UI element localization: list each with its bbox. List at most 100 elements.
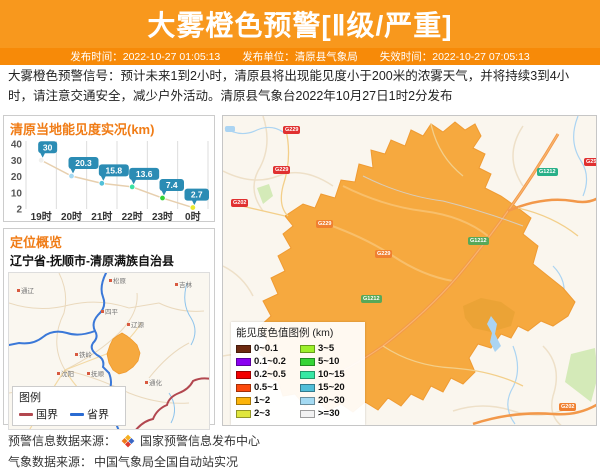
border-line-sample bbox=[19, 412, 33, 416]
city-label: 铁岭 bbox=[75, 349, 92, 359]
vis-legend-item: 0.2~0.5 bbox=[236, 368, 296, 381]
vis-legend-item: 2~3 bbox=[236, 407, 296, 420]
city-marker-icon bbox=[87, 371, 90, 375]
page-title: 大雾橙色预警[Ⅱ级/严重] bbox=[147, 10, 453, 41]
svg-text:30: 30 bbox=[11, 156, 23, 167]
header-banner: 大雾橙色预警[Ⅱ级/严重] bbox=[0, 0, 600, 48]
city-label: 松原 bbox=[109, 275, 126, 285]
road-badge: G229 bbox=[273, 166, 291, 174]
national-border-line bbox=[135, 377, 209, 429]
vis-legend-range: 15~20 bbox=[318, 382, 345, 393]
region-path: 辽宁省-抚顺市-清原满族自治县 bbox=[10, 254, 174, 268]
svg-text:15.8: 15.8 bbox=[106, 165, 123, 175]
mini-legend-item: 国界 bbox=[19, 406, 58, 422]
main-map[interactable]: G229 G229 G202 G229 G229 G1212 G1212 G1212 G25 G2… bbox=[222, 115, 597, 426]
svg-text:22时: 22时 bbox=[122, 210, 143, 223]
visibility-color-legend: 能见度色值图例 (km) 0~0.1 0.1~0.2 0.2~0.5 0.5~1 1~2… bbox=[231, 322, 365, 425]
publisher: 发布单位：清原县气象局 bbox=[242, 49, 358, 64]
highway-ne bbox=[507, 197, 596, 213]
vis-legend-swatch bbox=[236, 370, 251, 379]
vis-legend-range: 5~10 bbox=[318, 356, 340, 367]
mini-map-roads bbox=[9, 273, 205, 404]
vis-legend-swatch bbox=[300, 396, 315, 405]
vis-legend-range: 10~15 bbox=[318, 369, 345, 380]
expire-time-value: 2022-10-27 07:05:13 bbox=[432, 51, 530, 63]
chart-title: 清原当地能见度实况(km) bbox=[10, 122, 155, 137]
county-roads bbox=[317, 185, 489, 282]
city-marker-icon bbox=[57, 371, 60, 375]
road-badge: G1212 bbox=[537, 168, 558, 176]
secondary-roads bbox=[232, 123, 579, 387]
city-label: 辽源 bbox=[127, 319, 144, 329]
road-badge: G229 bbox=[283, 126, 301, 134]
highway-se bbox=[472, 403, 596, 425]
map-lake bbox=[225, 126, 235, 132]
national-warning-center-logo-icon bbox=[121, 434, 135, 448]
vis-legend-title: 能见度色值图例 (km) bbox=[236, 327, 334, 339]
vis-legend-swatch bbox=[236, 383, 251, 392]
vis-legend-swatch bbox=[300, 409, 315, 418]
county-lake bbox=[487, 316, 501, 352]
footer-line-warning-source: 预警信息数据来源： 国家预警信息发布中心 bbox=[8, 430, 260, 451]
vis-legend-range: 0.2~0.5 bbox=[254, 369, 286, 380]
city-label: 通化 bbox=[145, 377, 162, 387]
city-marker-icon bbox=[109, 278, 112, 282]
city-marker-icon bbox=[75, 352, 78, 356]
footer-line-weather-source: 气象数据来源： 中国气象局全国自动站实况 bbox=[8, 451, 260, 471]
mini-map-rivers bbox=[168, 282, 196, 424]
svg-text:13.6: 13.6 bbox=[136, 169, 153, 179]
road-badge: G1212 bbox=[468, 237, 489, 245]
border-line-sample bbox=[70, 412, 84, 416]
vis-legend-swatch bbox=[300, 357, 315, 366]
vis-legend-item: 0.5~1 bbox=[236, 381, 296, 394]
visibility-line-chart: 40 30 20 10 2 19时 20时 21时 22时 23时 0时 30 20.3 15.8 13.6… bbox=[11, 140, 209, 223]
vis-legend-swatch bbox=[300, 383, 315, 392]
vis-legend-swatch bbox=[236, 357, 251, 366]
map-park bbox=[257, 184, 273, 204]
mini-map-legend: 图例 国界 省界 bbox=[12, 386, 126, 426]
vis-legend-range: 0.5~1 bbox=[254, 382, 279, 393]
vis-legend-item: 10~15 bbox=[300, 368, 360, 381]
road-badge: G229 bbox=[316, 220, 334, 228]
vis-legend-item: 3~5 bbox=[300, 342, 360, 355]
vis-legend-swatch bbox=[300, 370, 315, 379]
vis-legend-range: >=30 bbox=[318, 408, 340, 419]
city-marker-icon bbox=[101, 309, 104, 313]
publisher-value: 清原县气象局 bbox=[294, 51, 358, 63]
svg-text:20时: 20时 bbox=[61, 210, 82, 223]
publisher-label: 发布单位： bbox=[242, 51, 295, 63]
vis-legend-item: 0~0.1 bbox=[236, 342, 296, 355]
vis-legend-range: 0.1~0.2 bbox=[254, 356, 286, 367]
gray-road bbox=[362, 175, 524, 227]
vis-legend-swatch bbox=[236, 344, 251, 353]
publish-time-value: 2022-10-27 01:05:13 bbox=[122, 51, 221, 63]
city-label: 通辽 bbox=[17, 285, 34, 295]
visibility-chart-panel: 清原当地能见度实况(km) 40 30 20 10 2 19时 20时 21时 22时 23时 0时… bbox=[3, 115, 215, 223]
city-marker-icon bbox=[175, 282, 178, 286]
vis-legend-range: 3~5 bbox=[318, 343, 335, 354]
road-badge: G1212 bbox=[361, 295, 382, 303]
vis-legend-swatch bbox=[236, 409, 251, 418]
svg-text:2.7: 2.7 bbox=[191, 190, 203, 200]
mini-map[interactable]: 通辽 松原 吉林 四平 辽源 铁岭 沈阳 抚顺 通化 图例 国界 省界 bbox=[8, 272, 210, 430]
svg-text:0时: 0时 bbox=[185, 210, 201, 223]
svg-text:10: 10 bbox=[11, 188, 23, 199]
svg-text:20: 20 bbox=[11, 172, 23, 183]
city-label: 沈阳 bbox=[57, 368, 74, 378]
vis-legend-item: 15~20 bbox=[300, 381, 360, 394]
mini-legend-item: 省界 bbox=[70, 406, 109, 422]
road-badge: G202 bbox=[559, 403, 577, 411]
vis-legend-swatch bbox=[236, 396, 251, 405]
expire-time: 失效时间：2022-10-27 07:05:13 bbox=[380, 49, 530, 64]
mini-county-polygon bbox=[106, 332, 141, 375]
footer: 预警信息数据来源： 国家预警信息发布中心 气象数据来源： 中国气象局全国自动站实… bbox=[8, 430, 260, 471]
city-marker-icon bbox=[145, 380, 148, 384]
warning-source-value: 国家预警信息发布中心 bbox=[140, 434, 261, 448]
vis-legend-range: 0~0.1 bbox=[254, 343, 279, 354]
svg-text:20.3: 20.3 bbox=[75, 158, 92, 168]
weather-source-value: 中国气象局全国自动站实况 bbox=[94, 455, 239, 469]
publish-time-label: 发布时间： bbox=[70, 51, 123, 63]
vis-legend-range: 1~2 bbox=[254, 395, 271, 406]
location-title: 定位概览 bbox=[10, 235, 63, 250]
vis-legend-range: 20~30 bbox=[318, 395, 345, 406]
